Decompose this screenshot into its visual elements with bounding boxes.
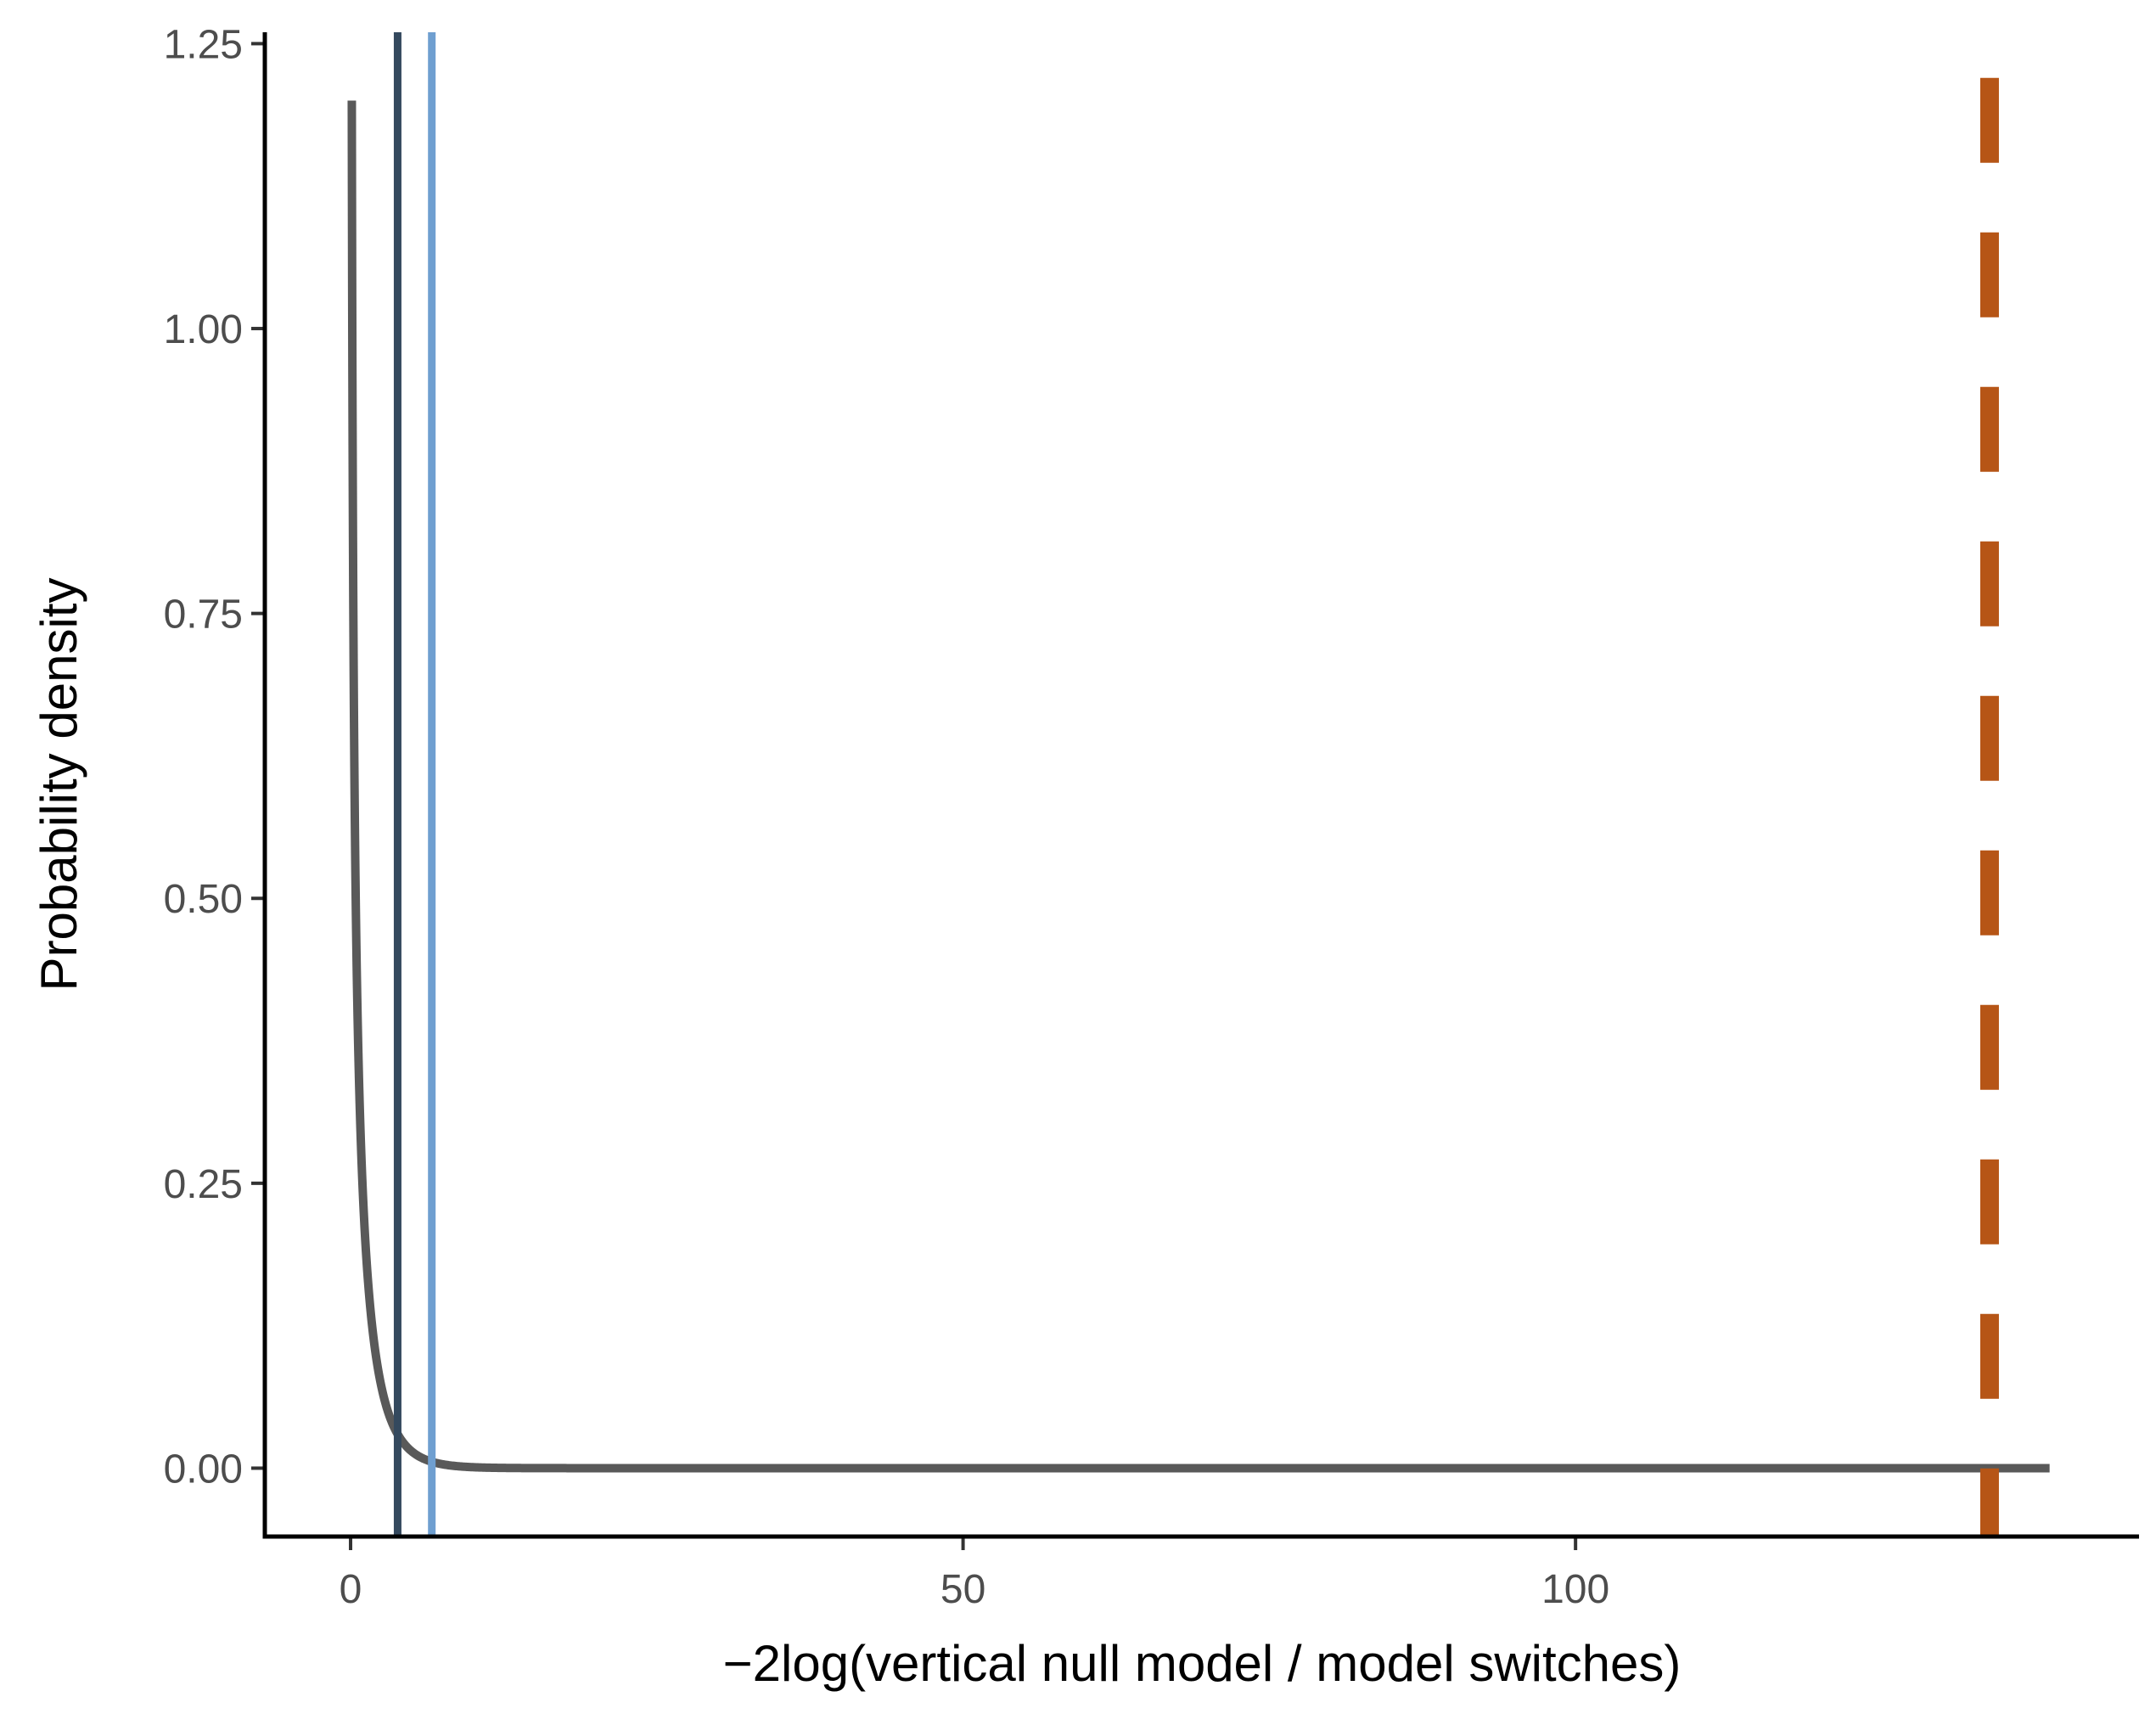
plot-area [347,32,2050,1537]
y-tick-label: 0.00 [164,1447,243,1492]
density-curve [347,96,2050,1473]
x-axis-title: −2log(vertical null model / model switch… [723,1635,1682,1692]
x-tick-label: 50 [940,1567,985,1612]
y-tick-label: 0.25 [164,1162,243,1207]
y-axis-title: Probability density [31,578,87,992]
y-tick-label: 1.25 [164,22,243,67]
x-tick-label: 100 [1541,1567,1609,1612]
x-tick-label: 0 [340,1567,362,1612]
y-axis-ticks: 0.00 0.25 0.50 0.75 1.00 1.25 [164,22,265,1492]
y-tick-label: 1.00 [164,307,243,352]
x-axis-ticks: 0 50 100 [340,1537,1609,1612]
y-tick-label: 0.75 [164,593,243,638]
y-tick-label: 0.50 [164,877,243,922]
